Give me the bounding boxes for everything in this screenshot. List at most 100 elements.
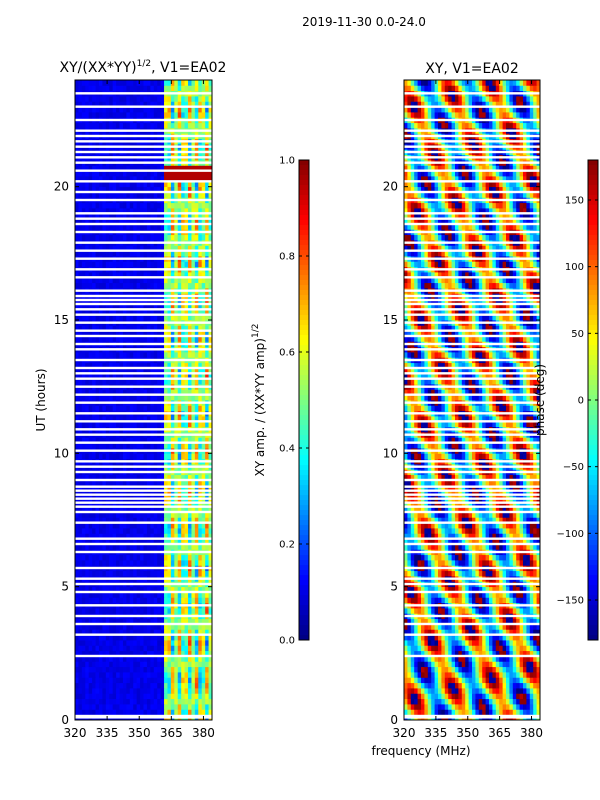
amplitude-flag-gap [75,550,212,554]
amplitude-cell [170,181,175,188]
amplitude-cell [92,421,96,428]
amplitude-cell [78,85,83,92]
amplitude-cell [140,277,144,284]
amplitude-cell [174,624,179,630]
amplitude-cell [102,485,107,492]
amplitude-cell [150,618,155,625]
amplitude-cell [208,405,213,412]
amplitude-cell [105,629,110,636]
amplitude-cell [191,677,196,684]
amplitude-cell [174,618,179,625]
amplitude-cell [188,378,192,385]
amplitude-cell [78,645,83,652]
amplitude-cell [194,608,199,614]
amplitude-cell [194,85,199,92]
amplitude-cell [177,437,182,444]
amplitude-cell [105,368,110,374]
amplitude-cell [78,336,83,342]
amplitude-cell [133,112,138,118]
amplitude-cell [188,181,192,188]
amplitude-cell [109,672,114,678]
amplitude-cell [150,597,155,604]
amplitude-cell [164,517,168,524]
amplitude-cell [129,213,134,220]
amplitude-cell [157,586,162,593]
amplitude-cell [143,170,148,177]
amplitude-cell [136,709,141,716]
amplitude-cell [181,677,185,684]
amplitude-cell [116,533,120,540]
amplitude-cell [184,645,189,652]
amplitude-cell [150,394,155,401]
amplitude-colorbar-step [299,530,309,536]
amplitude-cell [78,442,83,449]
amplitude-cell [85,330,90,337]
amplitude-cell [170,325,175,332]
amplitude-cell [116,570,120,577]
amplitude-cell [164,442,168,449]
amplitude-cell [75,554,79,561]
amplitude-cell [95,282,100,289]
amplitude-cell [95,261,100,268]
amplitude-cell [102,394,107,401]
amplitude-cell [177,677,182,684]
amplitude-cell [194,421,199,428]
amplitude-cell [81,501,86,508]
amplitude-cell [198,106,203,113]
amplitude-cell [119,554,124,561]
amplitude-cell [150,192,155,198]
amplitude-colorbar-step [299,290,309,296]
amplitude-cell [191,592,196,598]
amplitude-cell [98,592,103,598]
amplitude-cell [194,453,199,460]
amplitude-cell [164,192,168,198]
amplitude-cell [205,80,209,86]
amplitude-cell [167,650,172,657]
amplitude-cell [205,282,209,289]
amplitude-cell [119,218,124,225]
amplitude-cell [208,618,213,625]
amplitude-cell [191,442,196,449]
amplitude-cell [140,586,144,593]
amplitude-cell [126,661,131,668]
amplitude-cell [157,592,162,598]
amplitude-cell [85,592,90,598]
amplitude-cell [126,362,131,369]
amplitude-cell [205,277,209,284]
amplitude-cell [140,362,144,369]
amplitude-cell [143,485,148,492]
amplitude-flag-gap [75,342,212,346]
amplitude-cell [119,682,124,689]
amplitude-cell [92,677,96,684]
amplitude-cell [177,624,182,630]
amplitude-cell [174,533,179,540]
amplitude-cell [119,234,124,241]
amplitude-cell [160,421,165,428]
amplitude-cell [95,709,100,716]
amplitude-cell [205,506,209,513]
amplitude-cell [126,709,131,716]
amplitude-cell [136,485,141,492]
amplitude-cell [129,512,134,518]
amplitude-cell [112,597,117,604]
amplitude-cell [105,560,110,566]
amplitude-cell [208,106,213,113]
amplitude-cell [75,389,79,396]
amplitude-cell [146,421,151,428]
amplitude-cell [150,480,155,486]
amplitude-cell [88,554,93,561]
amplitude-cell [146,672,151,678]
amplitude-cell [78,608,83,614]
amplitude-cell [143,624,148,630]
amplitude-cell [205,485,209,492]
amplitude-cell [140,122,144,129]
amplitude-cell [194,250,199,257]
amplitude-cell [153,704,158,710]
amplitude-flag-gap [75,302,212,306]
amplitude-cell [102,325,107,332]
amplitude-cell [88,618,93,625]
amplitude-cell [181,304,185,310]
amplitude-cell [126,666,131,673]
amplitude-cell [75,533,79,540]
amplitude-flag-gap [75,714,212,718]
